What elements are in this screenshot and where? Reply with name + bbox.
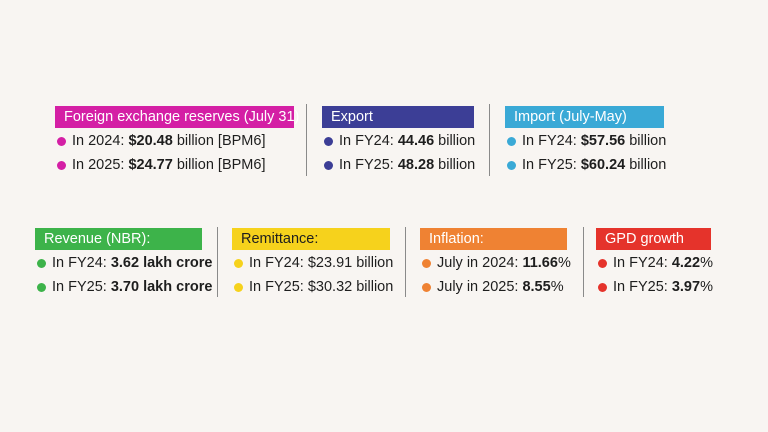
list-item: In FY25: 48.28 billion xyxy=(322,154,475,176)
card-title: Revenue (NBR): xyxy=(35,228,202,250)
row-unit: billion [BPM6] xyxy=(172,157,266,173)
card-foreign-exchange-reserves: Foreign exchange reserves (July 31) In 2… xyxy=(55,106,299,176)
card-gdp-growth: GPD growth In FY24: 4.22% In FY25: 3.97% xyxy=(596,228,713,298)
row-label: In FY25: xyxy=(52,279,111,295)
list-item: In FY25: $30.32 billion xyxy=(232,276,393,298)
list-item: In FY24: $57.56 billion xyxy=(505,130,666,152)
card-title: Foreign exchange reserves (July 31) xyxy=(55,106,299,128)
bullet-icon xyxy=(507,137,516,146)
card-title: Remittance: xyxy=(232,228,390,250)
bullet-icon xyxy=(234,259,243,268)
card-title: Import (July-May) xyxy=(505,106,664,128)
row-unit: % xyxy=(700,255,713,271)
row-label: In FY25: xyxy=(249,279,308,295)
card-title: Inflation: xyxy=(420,228,567,250)
row-value: $57.56 xyxy=(580,133,626,149)
row-unit: % xyxy=(550,279,564,295)
row-label: In FY24: xyxy=(52,255,111,271)
row-label: In FY25: xyxy=(522,157,581,173)
row-unit: % xyxy=(557,255,571,271)
bullet-icon xyxy=(57,161,66,170)
row-value: $24.77 xyxy=(128,157,173,173)
row-value: $20.48 xyxy=(128,133,173,149)
row-label: In FY24: xyxy=(522,133,581,149)
bullet-icon xyxy=(37,283,46,292)
card-import: Import (July-May) In FY24: $57.56 billio… xyxy=(505,106,666,176)
row-value: 44.46 xyxy=(397,133,435,149)
bullet-icon xyxy=(57,137,66,146)
list-item: In FY25: $60.24 billion xyxy=(505,154,666,176)
list-item: In 2024: $20.48 billion [BPM6] xyxy=(55,130,294,152)
bullet-icon xyxy=(422,283,431,292)
row-label: In FY24: xyxy=(249,255,308,271)
bullet-icon xyxy=(324,137,333,146)
bullet-icon xyxy=(507,161,516,170)
row-value: 48.28 xyxy=(397,157,435,173)
card-remittance: Remittance: In FY24: $23.91 billion In F… xyxy=(232,228,393,298)
divider xyxy=(583,227,584,297)
row-value: $30.32 billion xyxy=(307,279,394,295)
card-revenue: Revenue (NBR): In FY24: 3.62 lakh crore … xyxy=(35,228,212,298)
card-title: GPD growth xyxy=(596,228,711,250)
list-item: In FY25: 3.97% xyxy=(596,276,713,298)
row-label: In FY25: xyxy=(339,157,398,173)
card-export: Export In FY24: 44.46 billion In FY25: 4… xyxy=(322,106,475,176)
list-item: In FY24: 44.46 billion xyxy=(322,130,475,152)
row-unit: billion xyxy=(434,157,476,173)
row-unit: % xyxy=(700,279,713,295)
list-item: In FY24: 3.62 lakh crore xyxy=(35,252,212,274)
divider xyxy=(217,227,218,297)
list-item: In 2025: $24.77 billion [BPM6] xyxy=(55,154,294,176)
list-item: July in 2025: 8.55% xyxy=(420,276,571,298)
row-label: July in 2024: xyxy=(437,255,523,271)
row-label: In 2024: xyxy=(72,133,129,149)
card-title: Export xyxy=(322,106,474,128)
row-label: In FY24: xyxy=(339,133,398,149)
row-value: 3.97 xyxy=(671,279,701,295)
row-unit: billion [BPM6] xyxy=(172,133,266,149)
row-label: In FY25: xyxy=(613,279,672,295)
card-inflation: Inflation: July in 2024: 11.66% July in … xyxy=(420,228,571,298)
row-value: $60.24 xyxy=(580,157,626,173)
row-value: 3.70 lakh crore xyxy=(110,279,213,295)
bullet-icon xyxy=(598,259,607,268)
row-unit: billion xyxy=(625,157,667,173)
row-label: In 2025: xyxy=(72,157,129,173)
row-value: 4.22 xyxy=(671,255,701,271)
list-item: July in 2024: 11.66% xyxy=(420,252,571,274)
row-label: In FY24: xyxy=(613,255,672,271)
row-unit: billion xyxy=(434,133,476,149)
row-unit: billion xyxy=(625,133,667,149)
row-value: 3.62 lakh crore xyxy=(110,255,213,271)
list-item: In FY25: 3.70 lakh crore xyxy=(35,276,212,298)
bullet-icon xyxy=(422,259,431,268)
list-item: In FY24: 4.22% xyxy=(596,252,713,274)
divider xyxy=(405,227,406,297)
list-item: In FY24: $23.91 billion xyxy=(232,252,393,274)
bullet-icon xyxy=(324,161,333,170)
bullet-icon xyxy=(598,283,607,292)
divider xyxy=(489,104,490,176)
row-value: 11.66 xyxy=(522,255,558,271)
bullet-icon xyxy=(37,259,46,268)
row-value: $23.91 billion xyxy=(307,255,394,271)
row-value: 8.55 xyxy=(522,279,551,295)
divider xyxy=(306,104,307,176)
bullet-icon xyxy=(234,283,243,292)
row-label: July in 2025: xyxy=(437,279,523,295)
